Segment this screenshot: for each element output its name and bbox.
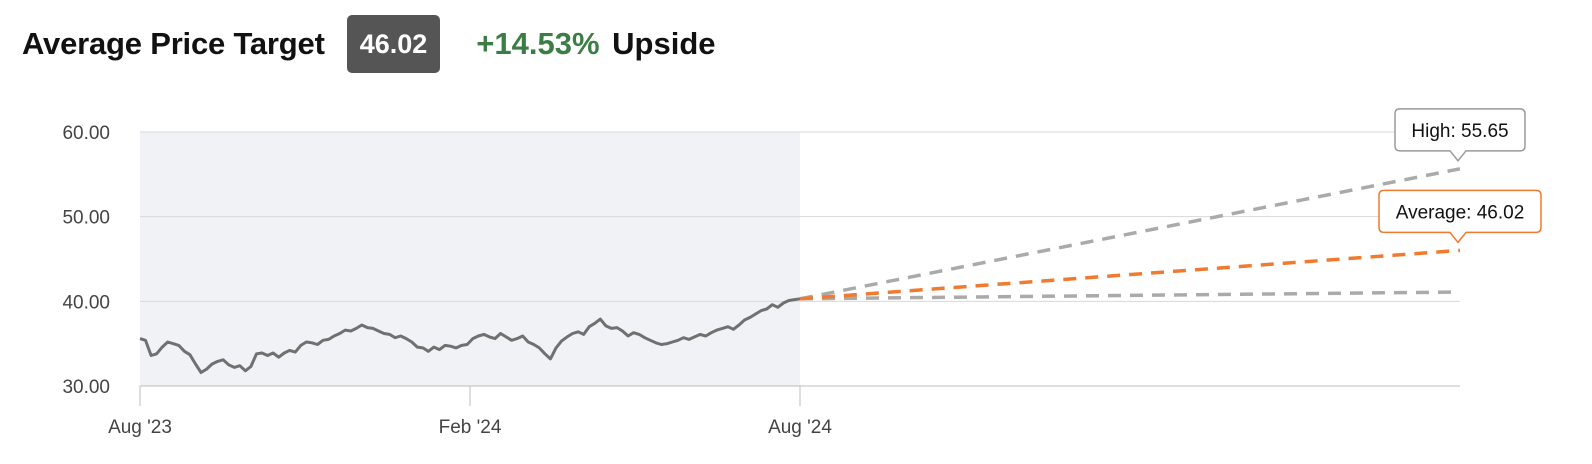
y-tick-label: 40.00 — [62, 292, 110, 313]
upside-percent: +14.53% — [476, 26, 600, 61]
upside-summary: +14.53% Upside — [476, 26, 715, 62]
y-tick-label: 50.00 — [62, 208, 110, 229]
x-tick-label: Feb '24 — [439, 417, 502, 438]
upside-label: Upside — [612, 26, 716, 61]
price-history-line — [139, 297, 801, 374]
price-target-header: Average Price Target 46.02 +14.53% Upsid… — [22, 14, 716, 74]
y-tick-label: 60.00 — [62, 123, 110, 144]
average-target-label: Average: 46.02 — [1396, 202, 1525, 223]
high-target-line — [799, 167, 1461, 301]
history-shade — [140, 132, 800, 386]
high-target-label: High: 55.65 — [1411, 121, 1508, 142]
average-target-line — [799, 248, 1461, 301]
high-target-callout — [1394, 108, 1526, 163]
x-tick-label: Aug '23 — [108, 417, 172, 438]
average-target-callout — [1378, 189, 1542, 244]
chart-title: Average Price Target — [22, 26, 325, 61]
x-tick-label: Aug '24 — [768, 417, 832, 438]
y-tick-label: 30.00 — [62, 377, 110, 398]
low-target-line — [799, 290, 1461, 301]
average-target-badge: 46.02 — [346, 15, 441, 73]
